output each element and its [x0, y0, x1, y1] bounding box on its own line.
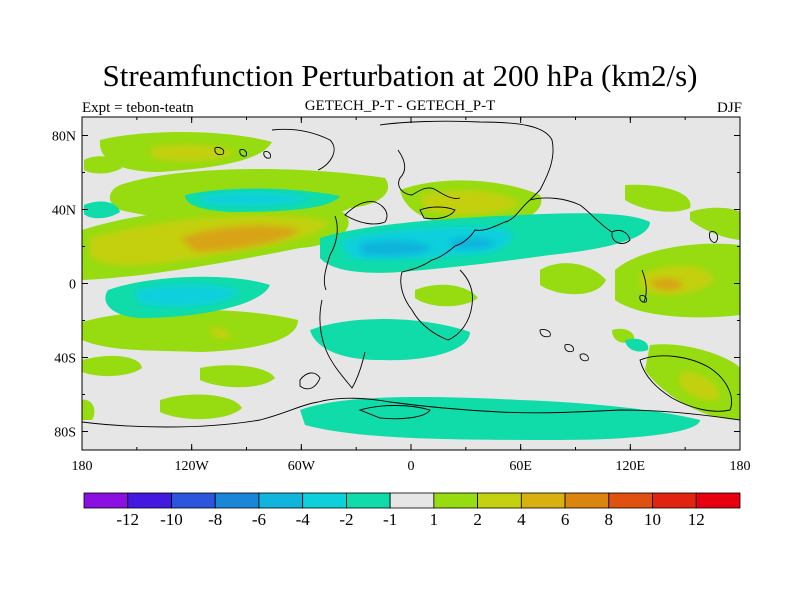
plot-title: Streamfunction Perturbation at 200 hPa (… [102, 58, 698, 93]
lon-tick-label: 60E [509, 459, 532, 474]
lon-tick-label: 120E [616, 459, 646, 474]
contour-fields [82, 120, 740, 440]
colorbar-swatch [564, 492, 610, 509]
coastline [639, 295, 647, 303]
positive-region [84, 156, 122, 174]
negative-region [84, 201, 120, 219]
coastline [400, 269, 473, 341]
positive-core [150, 144, 235, 162]
lon-tick-label: 0 [408, 459, 415, 474]
colorbar-swatch [389, 492, 435, 509]
coastline [564, 344, 574, 353]
lon-tick-label: 180 [730, 459, 751, 474]
colorbar-swatch [171, 492, 216, 509]
colorbar-swatch [214, 492, 260, 509]
negative-region [625, 338, 649, 352]
positive-core [680, 371, 720, 401]
colorbar-label: -2 [339, 510, 353, 529]
experiment-label: Expt = tebon-teatn [82, 100, 194, 116]
colorbar-label: 6 [561, 510, 570, 529]
positive-region [690, 207, 740, 240]
lon-tick-label: 60W [288, 459, 316, 474]
positive-core [420, 190, 520, 215]
coastline [579, 353, 589, 362]
coastline [529, 197, 613, 233]
coastline [397, 149, 461, 199]
positive-region [160, 394, 242, 420]
colorbar-label: -6 [252, 510, 266, 529]
positive-region [200, 365, 275, 388]
colorbar-label: 4 [517, 510, 526, 529]
colorbar-label: -12 [116, 510, 139, 529]
coastline [539, 329, 551, 338]
colorbar-swatch [302, 492, 347, 509]
colorbar-swatch [83, 492, 129, 509]
coastline [379, 120, 554, 273]
negative-region [300, 397, 700, 440]
positive-region [540, 263, 606, 295]
coastline [323, 215, 338, 291]
coastline [639, 355, 732, 412]
positive-region [82, 309, 298, 352]
coastline [82, 397, 740, 428]
coastline [214, 147, 225, 156]
coastline [709, 231, 719, 243]
lat-tick-label: 80N [52, 130, 76, 145]
colorbar: -12 -10 -8 -6 -4 -2 -1 1 2 4 6 8 10 12 [83, 492, 741, 529]
coastline [344, 201, 388, 225]
season-label: DJF [716, 100, 742, 116]
positive-region [82, 399, 95, 420]
colorbar-label: 2 [473, 510, 482, 529]
coastline [419, 206, 456, 220]
negative-core [200, 192, 310, 206]
coastline [641, 269, 647, 303]
coastline [263, 151, 271, 159]
colorbar-label: -10 [160, 510, 183, 529]
lat-tick-label: 80S [54, 426, 76, 441]
positive-region [415, 284, 478, 307]
colorbar-swatch [127, 492, 172, 509]
lat-tick-label: 40S [54, 352, 76, 367]
negative-core [135, 284, 240, 307]
colorbar-swatch [652, 492, 697, 509]
colorbar-label: 1 [430, 510, 439, 529]
colorbar-label: 12 [688, 510, 705, 529]
coastline [271, 128, 335, 171]
coastline [358, 405, 431, 420]
colorbar-swatch [477, 492, 522, 509]
positive-peak [650, 278, 684, 291]
positive-region [625, 184, 691, 212]
coastline [239, 149, 247, 157]
colorbar-label: -1 [383, 510, 397, 529]
colorbar-label: 8 [605, 510, 614, 529]
colorbar-label: -8 [208, 510, 222, 529]
coastline [299, 372, 321, 390]
coastline [611, 229, 631, 244]
colorbar-swatch [520, 492, 566, 509]
positive-core [210, 327, 231, 339]
colorbar-label: 10 [644, 510, 661, 529]
negative-peak [360, 240, 432, 256]
colorbar-label: -4 [296, 510, 311, 529]
coastline [319, 299, 366, 389]
longitude-axis: 180 120W 60W 0 60E 120E 180 [72, 117, 751, 474]
colorbar-swatch [433, 492, 479, 509]
negative-peak [450, 237, 496, 249]
lon-tick-label: 180 [72, 459, 93, 474]
latitude-axis: 80N 40N 0 40S 80S [52, 130, 740, 441]
coastlines [82, 120, 740, 428]
negative-region [310, 318, 470, 361]
positive-peak [180, 225, 300, 252]
colorbar-swatch [608, 492, 653, 509]
positive-region [82, 355, 142, 377]
lat-tick-label: 40N [52, 204, 76, 219]
lat-tick-label: 0 [69, 278, 76, 293]
colorbar-swatch [258, 492, 304, 509]
colorbar-swatch [695, 492, 741, 509]
lon-tick-label: 120W [175, 459, 210, 474]
model-label: GETECH_P-T - GETECH_P-T [304, 98, 496, 114]
colorbar-swatch [345, 492, 391, 509]
